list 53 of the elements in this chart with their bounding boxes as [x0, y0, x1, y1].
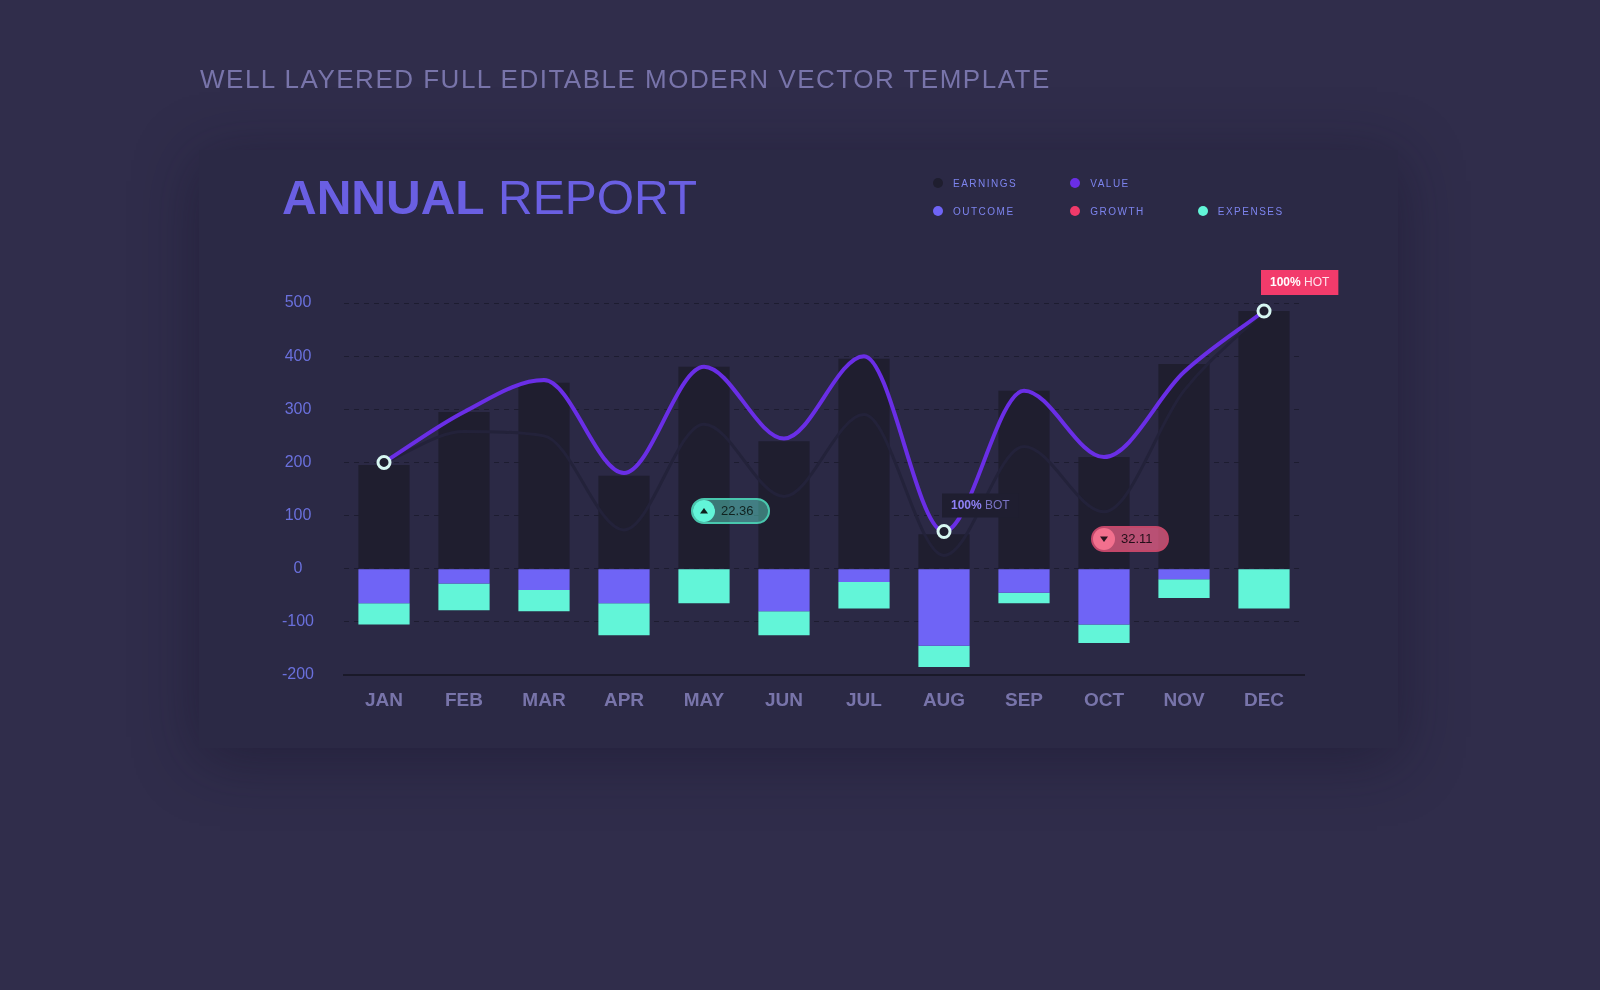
- y-tick-label: -200: [281, 665, 315, 683]
- bar: [1158, 569, 1210, 580]
- bar: [998, 569, 1050, 593]
- legend-label: GROWTH: [1090, 205, 1145, 217]
- bar: [758, 569, 810, 612]
- bar: [918, 569, 970, 646]
- annotation: 22.36: [721, 501, 754, 520]
- legend-label: EARNINGS: [953, 177, 1018, 189]
- x-tick-label: AUG: [922, 688, 966, 710]
- y-tick-label: 200: [284, 452, 312, 470]
- bar: [838, 582, 890, 609]
- x-tick-label: APR: [603, 688, 645, 710]
- x-tick-label: JAN: [364, 688, 404, 710]
- y-tick-label: 0: [293, 559, 303, 577]
- bar: [1078, 569, 1130, 625]
- x-tick-label: JUL: [846, 688, 883, 710]
- chart-title: ANNUAL REPORT: [282, 171, 698, 224]
- bar: [598, 569, 650, 604]
- bar: [1078, 624, 1130, 644]
- bar: [838, 569, 890, 582]
- bar: [758, 611, 810, 636]
- y-tick-label: 400: [284, 346, 312, 364]
- bar: [518, 589, 570, 612]
- legend-label: VALUE: [1090, 177, 1130, 189]
- y-tick-label: 500: [284, 293, 312, 311]
- x-tick-label: OCT: [1083, 688, 1125, 710]
- y-tick-label: 300: [284, 399, 312, 417]
- y-tick-label: -100: [281, 612, 315, 630]
- bar: [998, 592, 1050, 604]
- x-tick-label: FEB: [445, 688, 483, 710]
- x-tick-label: DEC: [1243, 688, 1285, 710]
- x-tick-label: MAY: [683, 688, 725, 710]
- bar: [678, 569, 730, 604]
- x-tick-label: JUN: [764, 688, 804, 710]
- legend-label: EXPENSES: [1217, 205, 1284, 217]
- annotation: 32.11: [1121, 530, 1153, 549]
- bar: [358, 569, 410, 604]
- annotation: 100% BOT: [951, 497, 1011, 512]
- annotation: 100% HOT: [1270, 274, 1331, 289]
- legend-label: OUTCOME: [953, 205, 1015, 217]
- bar: [918, 645, 970, 668]
- y-tick-label: 100: [284, 505, 312, 523]
- text: WELL LAYERED FULL EDITABLE MODERN VECTOR TEMPLATE: [200, 64, 1051, 95]
- bar: [1238, 569, 1290, 609]
- bar: [358, 603, 410, 625]
- x-tick-label: SEP: [1004, 688, 1044, 710]
- bar: [438, 569, 490, 584]
- x-tick-label: MAR: [522, 688, 566, 710]
- x-tick-label: NOV: [1163, 688, 1205, 710]
- bar: [598, 603, 650, 636]
- bar: [438, 583, 490, 611]
- bar: [1158, 579, 1210, 598]
- bar: [518, 569, 570, 590]
